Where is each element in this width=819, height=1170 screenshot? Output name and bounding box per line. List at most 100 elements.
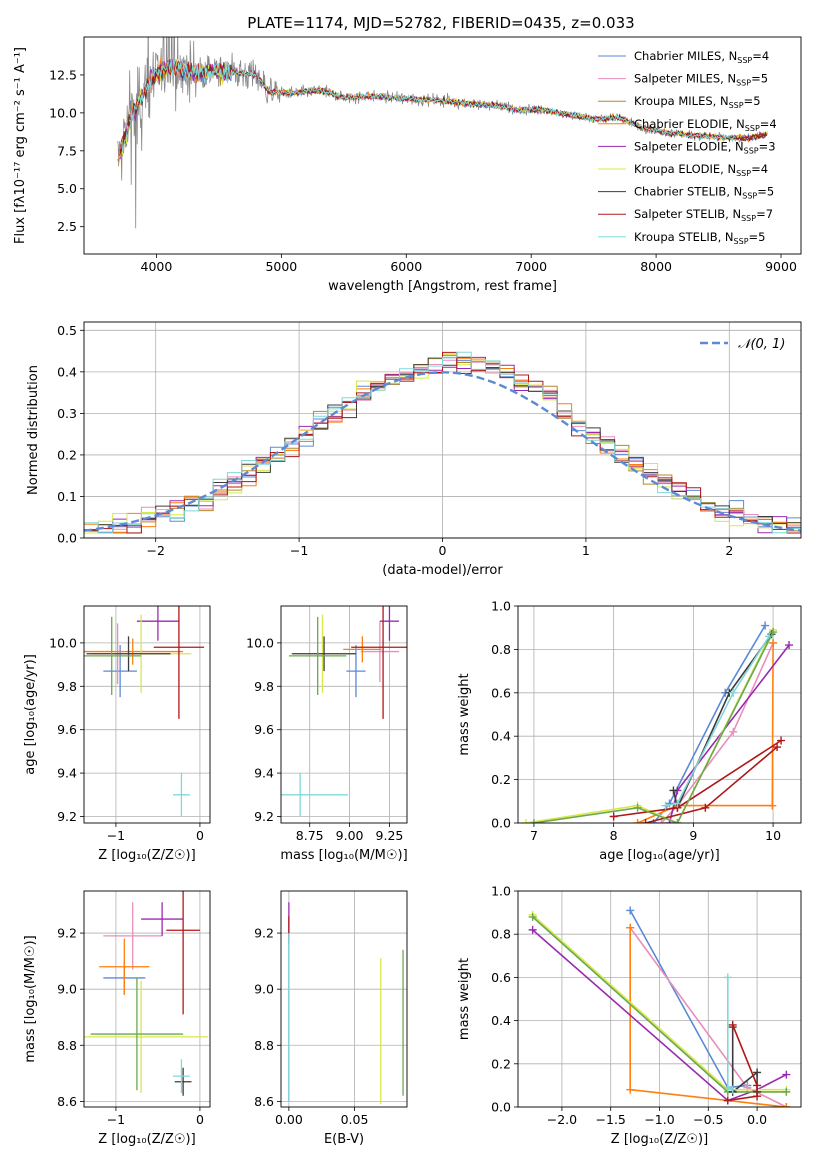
legend-entry: Kroupa STELIB, NSSP=5 (634, 230, 766, 246)
spectrum-xtick-label: 7000 (515, 259, 547, 274)
weight-series (649, 621, 770, 823)
errorbar-point (84, 638, 184, 665)
mass-weight-vs-age-xtick-label: 8 (610, 828, 618, 843)
mass-weight-vs-z-ytick-label: 0.2 (491, 1056, 511, 1071)
weight-marker (723, 1083, 732, 1092)
figure-title: PLATE=1174, MJD=52782, FIBERID=0435, z=0… (247, 14, 634, 32)
mass-vs-ebv-ytick-label: 8.8 (254, 1038, 274, 1053)
weight-marker (728, 1085, 737, 1094)
weight-series (609, 736, 786, 821)
mass-weight-vs-z-frame (517, 890, 802, 1108)
residuals-ytick-label: 0.5 (57, 323, 77, 338)
mass-weight-vs-age-plot-area (521, 621, 794, 823)
weight-marker (529, 819, 538, 823)
weight-line (731, 1027, 758, 1094)
weight-series (521, 625, 778, 823)
residuals-ytick-label: 0.3 (57, 406, 77, 421)
mass-weight-vs-z-xtick-label: 0.0 (747, 1112, 767, 1127)
errorbar-point (103, 902, 163, 970)
mass-vs-ebv-ytick-label: 9.2 (254, 926, 274, 941)
mass-vs-ebv-ytick-label: 8.6 (254, 1094, 274, 1109)
errorbar-point (173, 1059, 190, 1093)
errorbar-point (351, 606, 407, 719)
errorbar-point (86, 636, 171, 672)
legend-entry: 𝒩(0, 1) (738, 337, 785, 352)
mass-weight-vs-age-ytick-label: 0.8 (491, 642, 511, 657)
weight-marker (728, 1020, 737, 1029)
age-vs-mass-ytick-label: 10.0 (246, 635, 274, 650)
weight-marker (777, 736, 786, 745)
weight-marker (657, 819, 666, 823)
weight-marker (729, 727, 738, 736)
spectrum-plot-area (117, 37, 768, 229)
weight-series (665, 641, 794, 823)
weight-marker (521, 819, 530, 823)
weight-marker (633, 819, 642, 823)
residuals-ytick-label: 0.4 (57, 364, 77, 379)
mass-weight-vs-z-ytick-label: 1.0 (491, 884, 511, 899)
mass-vs-ebv-axes: 0.00 0.05 8.6 8.8 9.0 9.2 E(B-V) (254, 891, 407, 1147)
mass-weight-vs-z-ytick-label: 0.8 (491, 927, 511, 942)
age-vs-mass-ytick-label: 9.8 (254, 679, 274, 694)
weight-marker (782, 1070, 791, 1079)
weight-marker (785, 641, 794, 650)
age-vs-mass-axes: 8.75 9.00 9.25 9.2 9.4 9.6 9.8 10.0 mass [log₁₀(… (246, 606, 408, 863)
mass-vs-z-plot-area (84, 891, 209, 1096)
weight-marker (673, 819, 682, 823)
weight-marker (633, 803, 642, 812)
spectrum-ylabel: Flux [fλ10⁻¹⁷ erg cm⁻² s⁻¹ A⁻¹] (13, 47, 28, 244)
residuals-ytick-label: 0.0 (57, 531, 77, 546)
residuals-ytick-label: 0.2 (57, 447, 77, 462)
spectrum-xtick-label: 6000 (390, 259, 422, 274)
mass-weight-vs-age-xlabel: age [log₁₀(age/yr)] (599, 848, 720, 863)
age-vs-z-xtick-label: −1 (107, 828, 125, 843)
weight-marker (753, 1092, 762, 1101)
weight-marker (769, 628, 778, 637)
mass-weight-vs-z-axes: −2.0 −1.5 −1.0 −0.5 0.0 0.0 0.2 0.4 0.6 0.8 1.0 Z [… (457, 884, 801, 1147)
errorbar-point (153, 606, 205, 719)
legend-entry: Chabrier MILES, NSSP=4 (634, 49, 769, 65)
spectrum-frame (83, 36, 802, 255)
weight-series (723, 973, 737, 1094)
mass-weight-vs-age-xtick-label: 10 (765, 828, 781, 843)
weight-marker (782, 1103, 791, 1107)
mass-weight-vs-age-ytick-label: 1.0 (491, 599, 511, 614)
mass-vs-z-frame (83, 890, 211, 1108)
weight-marker (723, 973, 732, 982)
weight-marker (753, 1081, 762, 1090)
weight-marker (669, 786, 678, 795)
mass-weight-vs-age-ytick-label: 0.6 (491, 685, 511, 700)
mass-vs-z-xtick-label: −1 (107, 1112, 125, 1127)
weight-line (665, 635, 770, 807)
errorbar-point (99, 938, 150, 995)
mass-weight-vs-age-xtick-label: 7 (530, 828, 538, 843)
mass-weight-vs-z-xtick-label: −1.0 (644, 1112, 674, 1127)
weight-series (723, 1020, 762, 1105)
residuals-xtick-label: −2 (146, 543, 164, 558)
mass-weight-vs-age-ytick-label: 0.0 (491, 816, 511, 831)
weight-line (652, 625, 766, 823)
residuals-xlabel: (data-model)/error (382, 563, 503, 578)
legend-entry: Salpeter ELODIE, NSSP=3 (634, 139, 776, 155)
mass-vs-ebv-xtick-label: 0.00 (275, 1112, 303, 1127)
weight-line (532, 929, 787, 1102)
weight-line (668, 644, 790, 823)
legend-entry: Kroupa MILES, NSSP=5 (634, 94, 761, 110)
weight-marker (773, 743, 782, 752)
weight-marker (761, 621, 770, 630)
weight-marker (609, 812, 618, 821)
errorbar-point (84, 980, 209, 1093)
age-vs-z-ytick-label: 9.6 (57, 722, 77, 737)
weight-line (660, 642, 774, 823)
residuals-ytick-label: 0.1 (57, 489, 77, 504)
errorbar-point (360, 621, 400, 682)
mass-weight-vs-z-ytick-label: 0.0 (491, 1100, 511, 1115)
weight-marker (528, 925, 537, 934)
mass-weight-vs-z-plot-area (528, 906, 791, 1107)
mass-vs-z-axes: −1 0 8.6 8.8 9.0 9.2 Z [log₁₀(Z/Z☉)] mass [log₁… (23, 891, 210, 1147)
residuals-frame (83, 321, 802, 539)
errorbar-point (90, 977, 184, 1091)
mass-vs-ebv-xlabel: E(B-V) (324, 1132, 364, 1147)
residuals-xtick-label: −1 (290, 543, 308, 558)
spectrum-ytick-label: 7.5 (57, 143, 77, 158)
